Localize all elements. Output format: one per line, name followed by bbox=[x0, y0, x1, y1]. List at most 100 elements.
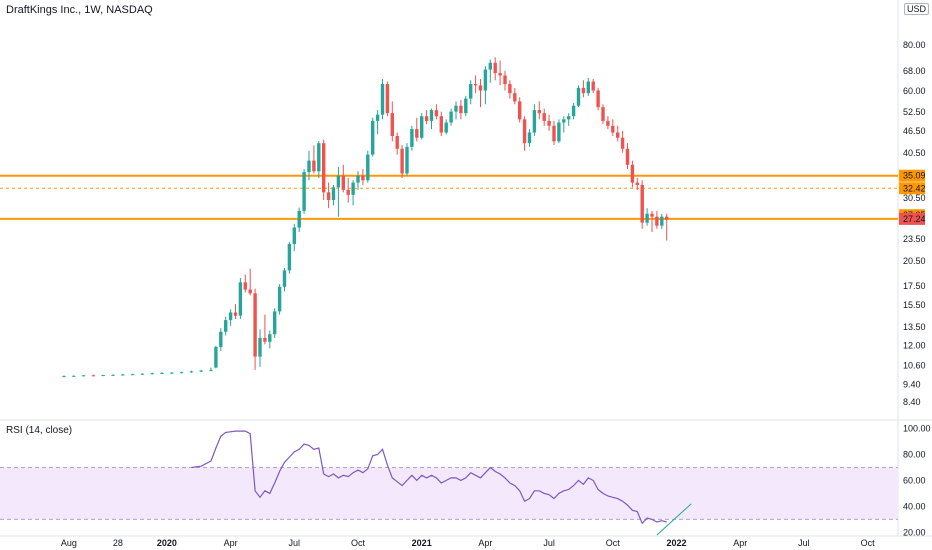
rsi-tick-label: 80.00 bbox=[903, 449, 926, 459]
candle-body bbox=[268, 334, 272, 342]
candle-body bbox=[537, 110, 541, 114]
candle-body bbox=[625, 148, 630, 165]
price-tick-label: 15.50 bbox=[903, 300, 926, 310]
candle-body bbox=[351, 182, 355, 195]
candle-body bbox=[449, 111, 453, 123]
time-tick-label: Oct bbox=[606, 538, 621, 548]
candle-body bbox=[170, 372, 174, 374]
candle-body bbox=[640, 184, 644, 223]
candle-body bbox=[238, 282, 243, 316]
candle-body bbox=[179, 372, 184, 374]
rsi-title: RSI (14, close) bbox=[6, 425, 73, 436]
candle-body bbox=[424, 116, 429, 121]
candle-body bbox=[557, 122, 561, 142]
candle-body bbox=[395, 135, 399, 149]
candle-body bbox=[586, 81, 590, 94]
candle-body bbox=[581, 87, 586, 94]
level-tag-bg bbox=[899, 169, 925, 182]
candle-body bbox=[150, 373, 154, 375]
candle-body bbox=[361, 175, 365, 181]
candle-body bbox=[253, 293, 257, 357]
candle-body bbox=[326, 192, 331, 201]
candle-body bbox=[415, 129, 419, 138]
candle-body bbox=[214, 346, 218, 368]
candle-body bbox=[620, 137, 625, 149]
candle-body bbox=[464, 98, 468, 114]
time-tick-label: Aug bbox=[61, 538, 77, 548]
candle-body bbox=[111, 374, 115, 376]
candle-body bbox=[483, 69, 488, 91]
candle-body bbox=[527, 132, 532, 144]
candle-body bbox=[532, 110, 537, 133]
price-tick-label: 20.50 bbox=[903, 256, 926, 266]
candle-body bbox=[562, 119, 566, 123]
candle-body bbox=[91, 375, 96, 377]
candle-body bbox=[366, 154, 370, 181]
candle-body bbox=[655, 216, 659, 226]
price-tick-label: 10.60 bbox=[903, 360, 926, 370]
price-tick-label: 68.00 bbox=[903, 66, 926, 76]
candle-body bbox=[292, 227, 296, 245]
price-tick-label: 60.00 bbox=[903, 86, 926, 96]
candle-body bbox=[459, 105, 463, 114]
candle-body bbox=[591, 81, 595, 91]
candle-body bbox=[508, 84, 512, 94]
candle-body bbox=[224, 320, 228, 332]
candle-body bbox=[62, 376, 66, 378]
candle-body bbox=[385, 84, 390, 114]
rsi-tick-label: 20.00 bbox=[903, 527, 926, 537]
candle-body bbox=[611, 125, 615, 133]
candle-body bbox=[380, 84, 385, 115]
candle-body bbox=[228, 312, 233, 321]
candle-body bbox=[400, 148, 404, 174]
candle-body bbox=[346, 189, 350, 195]
currency-badge[interactable]: USD bbox=[904, 3, 930, 15]
candle-body bbox=[552, 125, 556, 142]
time-tick-label: Jul bbox=[289, 538, 301, 548]
candle-body bbox=[429, 110, 434, 121]
candle-body bbox=[630, 164, 635, 183]
candle-body bbox=[616, 132, 620, 138]
candle-body bbox=[233, 312, 238, 316]
time-tick-label: 28 bbox=[113, 538, 123, 548]
time-tick-label: Apr bbox=[733, 538, 747, 548]
candle-body bbox=[273, 311, 277, 335]
candle-body bbox=[439, 116, 443, 133]
candle-body bbox=[522, 119, 527, 144]
candle-body bbox=[547, 120, 551, 126]
candle-body bbox=[307, 160, 311, 173]
candle-body bbox=[121, 374, 125, 376]
candle-body bbox=[199, 370, 203, 372]
candle-body bbox=[567, 116, 571, 120]
candle-body bbox=[317, 143, 321, 172]
time-tick-label: 2020 bbox=[157, 538, 177, 548]
rsi-band bbox=[0, 467, 898, 520]
candle-body bbox=[473, 84, 478, 86]
price-tick-label: 13.50 bbox=[903, 322, 926, 332]
candle-body bbox=[243, 282, 247, 290]
time-tick-label: Jul bbox=[543, 538, 555, 548]
candle-body bbox=[356, 175, 360, 183]
price-tick-label: 12.00 bbox=[903, 341, 926, 351]
price-tick-label: 8.40 bbox=[903, 397, 921, 407]
candle-body bbox=[302, 172, 306, 211]
candle-body bbox=[434, 110, 439, 117]
price-tick-label: 80.00 bbox=[903, 40, 926, 50]
price-tick-label: 40.50 bbox=[903, 148, 926, 158]
level-tag-label: 32.42 bbox=[903, 183, 926, 193]
rsi-tick-label: 40.00 bbox=[903, 501, 926, 511]
candle-body bbox=[542, 113, 546, 121]
candle-body bbox=[287, 244, 292, 271]
level-tag-label: 35.09 bbox=[903, 171, 926, 181]
candle-body bbox=[596, 90, 600, 108]
level-tag-bg bbox=[899, 182, 925, 195]
candle-body bbox=[635, 182, 639, 185]
candle-body bbox=[140, 373, 145, 375]
candle-body bbox=[331, 187, 336, 201]
price-tick-label: 30.50 bbox=[903, 193, 926, 203]
candle-body bbox=[650, 213, 654, 217]
time-tick-label: Oct bbox=[861, 538, 876, 548]
level-tag-bg bbox=[899, 212, 925, 225]
